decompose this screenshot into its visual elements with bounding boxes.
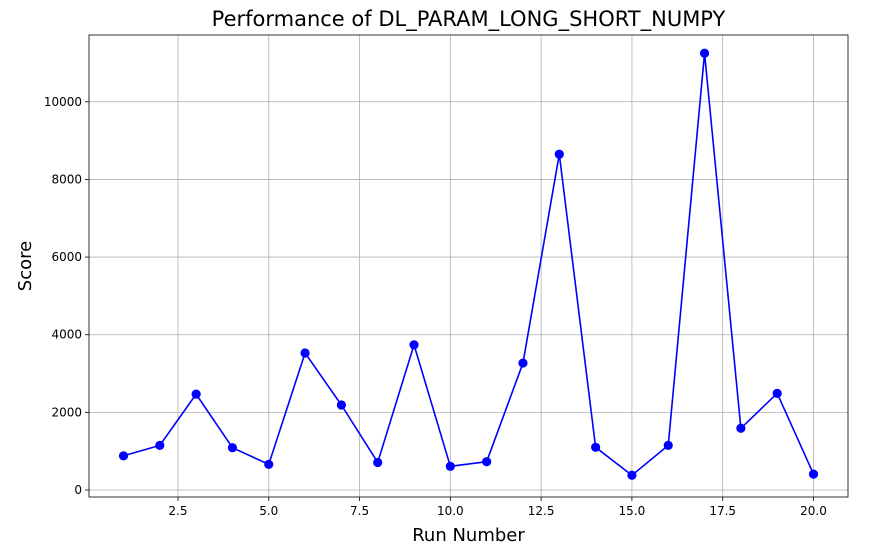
data-point — [264, 459, 274, 469]
y-tick-label: 2000 — [51, 405, 82, 419]
y-axis-label: Score — [15, 241, 36, 291]
y-tick-label: 0 — [74, 483, 82, 497]
data-point — [155, 440, 165, 450]
data-point — [482, 457, 492, 467]
data-point — [554, 149, 564, 159]
data-point — [808, 469, 819, 479]
x-tick-label: 20.0 — [800, 504, 827, 518]
y-tick-label: 4000 — [51, 328, 82, 342]
x-tick-label: 2.5 — [168, 504, 187, 518]
y-tick-label: 6000 — [51, 250, 82, 264]
y-tick-label: 10000 — [44, 95, 82, 109]
plot-frame — [88, 34, 849, 498]
data-point — [445, 461, 455, 471]
data-point — [699, 48, 710, 58]
x-tick-label: 17.5 — [709, 504, 736, 518]
data-point — [336, 400, 346, 410]
data-point — [518, 358, 528, 368]
series-line — [123, 52, 815, 477]
data-point — [772, 388, 782, 398]
data-point — [627, 470, 637, 480]
data-point — [373, 457, 383, 468]
x-tick-label: 7.5 — [350, 504, 369, 518]
data-point — [409, 340, 419, 350]
x-axis-label: Run Number — [412, 525, 525, 546]
y-axis-ticks: 0 2000 4000 6000 8000 10000 — [44, 95, 89, 497]
x-tick-label: 5.0 — [259, 504, 278, 518]
y-tick-label: 8000 — [51, 172, 82, 186]
x-tick-label: 15.0 — [619, 504, 646, 518]
x-tick-label: 12.5 — [528, 504, 555, 518]
data-point — [191, 389, 201, 399]
data-point — [736, 423, 746, 433]
data-point — [300, 348, 310, 358]
grid-lines — [89, 35, 848, 497]
chart-title: Performance of DL_PARAM_LONG_SHORT_NUMPY — [212, 7, 726, 32]
data-point — [227, 443, 238, 453]
x-tick-label: 10.0 — [437, 504, 464, 518]
series-layer — [118, 48, 819, 480]
data-point — [663, 440, 673, 450]
data-point — [118, 451, 129, 461]
x-axis-ticks: 2.5 5.0 7.5 10.0 12.5 15.0 17.5 20.0 — [168, 497, 827, 518]
data-point — [591, 442, 601, 452]
